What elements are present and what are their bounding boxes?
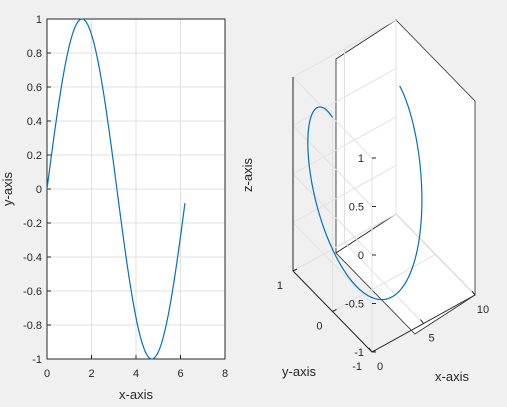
right-x-axis-label: x-axis <box>435 369 469 384</box>
left-plot: 0 2 4 6 8 -1 -0.8 -0.6 -0.4 -0.2 0 0.2 0.4 0.6 0.8 1 x… <box>0 14 228 402</box>
left-grid <box>46 18 226 360</box>
right-y-tick-label: -1 <box>352 361 362 373</box>
left-x-tick-label: 4 <box>133 368 139 380</box>
right-z-tick-label: 1 <box>358 153 364 165</box>
right-y-tick-label: 1 <box>277 280 283 292</box>
left-x-ticks: 0 2 4 6 8 <box>44 355 228 380</box>
left-y-tick-label: -0.6 <box>23 286 42 298</box>
left-sine-line <box>46 18 186 360</box>
backwall-z-gridline <box>292 125 373 207</box>
left-y-tick-label: 0.2 <box>27 150 42 162</box>
right-x-tick-label: 5 <box>428 333 434 345</box>
left-y-tick-label: 0.6 <box>27 82 42 94</box>
right-helix-line <box>307 85 423 301</box>
right-y-tick-label: 0 <box>316 321 322 333</box>
right-z-tick-label: 0 <box>358 250 364 262</box>
right-z-axis-label: z-axis <box>240 158 255 192</box>
right-y-tick-mark <box>332 309 337 312</box>
right-x-tick-mark <box>420 319 424 324</box>
right-x-tick-label: 10 <box>477 304 489 316</box>
left-y-tick-label: -1 <box>32 354 42 366</box>
left-y-tick-label: -0.2 <box>23 218 42 230</box>
right-z-tick-label: -1 <box>354 347 364 359</box>
right-x-tick-mark <box>368 347 373 353</box>
left-x-tick-label: 8 <box>222 368 228 380</box>
right-y-axis-label: y-axis <box>282 364 316 379</box>
left-y-tick-label: -0.8 <box>23 320 42 332</box>
left-y-tick-label: -0.4 <box>23 252 42 264</box>
right-z-tick-label: 0.5 <box>349 202 364 214</box>
left-y-axis-label: y-axis <box>0 172 15 206</box>
left-y-tick-label: 0 <box>36 184 42 196</box>
floor-y-gridline <box>332 254 436 312</box>
backwall-z-gridline <box>292 173 373 256</box>
sidewall-z-gridline <box>292 116 397 175</box>
sidewall-z-gridline <box>292 213 397 272</box>
right-x-tick-mark <box>471 290 476 296</box>
left-y-tick-label: 1 <box>36 14 42 26</box>
right-x-tick-label: 0 <box>377 361 383 373</box>
left-x-tick-label: 2 <box>88 368 94 380</box>
left-y-tick-label: 0.8 <box>27 48 42 60</box>
sidewall-z-gridline <box>292 19 397 78</box>
left-x-axis-label: x-axis <box>119 387 153 402</box>
left-y-tick-label: 0.4 <box>27 116 42 128</box>
right-z-tick-label: -0.5 <box>345 299 364 311</box>
left-y-ticks: -1 -0.8 -0.6 -0.4 -0.2 0 0.2 0.4 0.6 0.8 1 <box>23 14 51 366</box>
backwall-z-gridline <box>292 222 373 304</box>
sidewall-z-gridline <box>292 68 397 126</box>
left-x-tick-label: 6 <box>177 368 183 380</box>
sidewall-z-gridline <box>292 165 397 223</box>
right-y-tick-mark <box>292 268 298 272</box>
left-x-tick-label: 0 <box>44 368 50 380</box>
right-y-tick-mark <box>371 349 377 353</box>
